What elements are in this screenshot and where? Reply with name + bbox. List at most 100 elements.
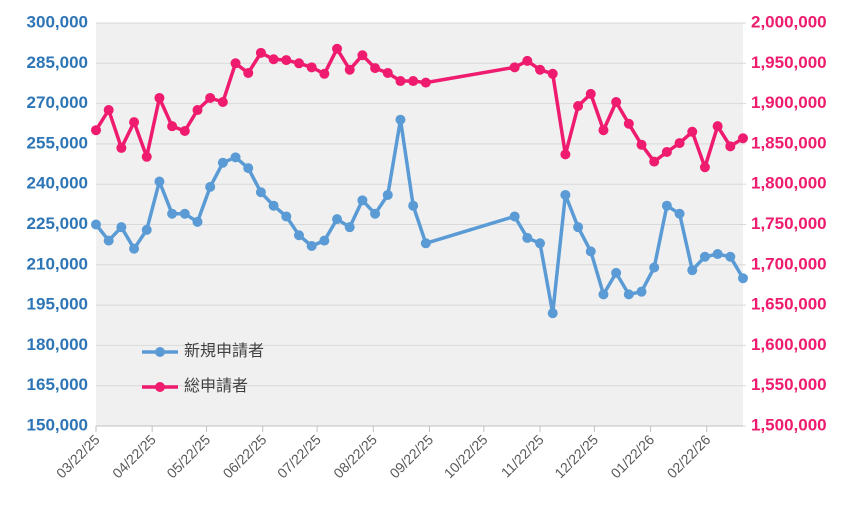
y-tick-label: 165,000 — [27, 375, 88, 394]
point — [687, 126, 698, 137]
y2-tick-label: 1,850,000 — [751, 133, 827, 152]
x-tick-label: 07/22/25 — [274, 431, 324, 481]
legend-marker — [155, 382, 165, 392]
point — [687, 265, 698, 276]
point — [585, 88, 596, 99]
x-tick-label: 05/22/25 — [163, 431, 213, 481]
point — [217, 157, 228, 168]
point — [547, 308, 558, 319]
point — [636, 139, 647, 150]
series-line — [94, 117, 745, 315]
point — [103, 235, 114, 246]
point — [293, 230, 304, 241]
point — [674, 138, 685, 149]
point — [699, 251, 710, 262]
y-tick-label: 195,000 — [27, 295, 88, 314]
point — [319, 235, 330, 246]
y2-tick-label: 1,550,000 — [751, 375, 827, 394]
point — [344, 64, 355, 75]
y-tick-label: 150,000 — [27, 415, 88, 434]
point — [230, 152, 241, 163]
point — [738, 133, 748, 144]
point — [167, 121, 178, 132]
y2-tick-label: 1,950,000 — [751, 53, 827, 72]
x-tick-label: 09/22/25 — [386, 431, 436, 481]
point — [598, 289, 609, 300]
point — [268, 54, 279, 65]
point — [268, 200, 279, 211]
point — [306, 240, 317, 251]
point — [560, 149, 571, 160]
x-tick-label: 10/22/25 — [441, 431, 491, 481]
y2-tick-label: 1,650,000 — [751, 295, 827, 314]
point — [129, 117, 140, 128]
point — [217, 96, 228, 107]
point — [179, 208, 190, 219]
point — [408, 200, 419, 211]
y2-tick-label: 1,600,000 — [751, 335, 827, 354]
point — [243, 163, 254, 174]
point — [725, 251, 736, 262]
y-tick-label: 270,000 — [27, 93, 88, 112]
point — [420, 77, 431, 88]
point — [611, 96, 622, 107]
point — [230, 58, 241, 69]
y2-tick-label: 1,800,000 — [751, 174, 827, 193]
point — [154, 92, 165, 103]
point — [395, 76, 406, 87]
point — [141, 224, 152, 235]
point — [395, 114, 406, 125]
point — [420, 238, 431, 249]
x-tick-label: 03/22/25 — [53, 431, 103, 481]
point — [319, 68, 330, 79]
point — [649, 262, 660, 273]
y2-tick-label: 1,900,000 — [751, 93, 827, 112]
point — [573, 222, 584, 233]
point — [535, 238, 546, 249]
point — [167, 208, 178, 219]
y-tick-label: 300,000 — [27, 12, 88, 31]
point — [205, 92, 216, 103]
y-tick-label: 210,000 — [27, 254, 88, 273]
point — [535, 64, 546, 75]
y-tick-label: 285,000 — [27, 53, 88, 72]
point — [623, 118, 634, 129]
point — [357, 50, 368, 61]
point — [332, 43, 343, 54]
y-tick-label: 240,000 — [27, 174, 88, 193]
point — [712, 121, 723, 132]
x-tick-label: 11/22/25 — [498, 431, 547, 480]
point — [725, 141, 736, 152]
x-tick-label: 04/22/25 — [109, 431, 159, 481]
point — [192, 105, 203, 116]
point — [547, 68, 558, 79]
point — [623, 289, 634, 300]
point — [661, 146, 672, 157]
y-tick-label: 255,000 — [27, 133, 88, 152]
point — [509, 62, 520, 73]
point — [738, 273, 748, 284]
point — [129, 243, 140, 254]
point — [598, 125, 609, 136]
y2-tick-label: 2,000,000 — [751, 12, 827, 31]
point — [281, 211, 292, 222]
point — [522, 232, 533, 243]
point — [179, 126, 190, 137]
y-tick-label: 180,000 — [27, 335, 88, 354]
point — [255, 47, 266, 58]
point — [636, 286, 647, 297]
point — [509, 211, 520, 222]
point — [116, 222, 127, 233]
point — [408, 76, 419, 87]
point — [192, 216, 203, 227]
point — [332, 214, 343, 225]
point — [91, 125, 101, 136]
y2-tick-label: 1,500,000 — [751, 415, 827, 434]
point — [573, 101, 584, 112]
legend-label: 総申請者 — [184, 377, 248, 395]
y2-tick-label: 1,700,000 — [751, 254, 827, 273]
point — [522, 55, 533, 66]
point — [205, 181, 216, 192]
point — [293, 58, 304, 69]
